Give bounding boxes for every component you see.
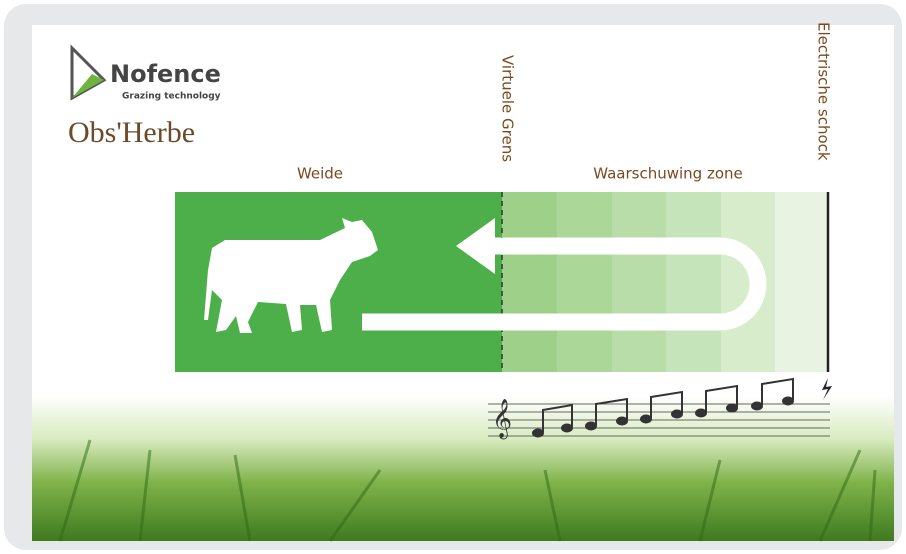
warning-band [502, 192, 557, 372]
shock-label: Electrische schock [815, 22, 833, 161]
pasture-label: Weide [297, 165, 343, 183]
grass [32, 395, 894, 541]
warning-band [666, 192, 721, 372]
clef: 𝄞 [492, 399, 512, 440]
warning-label: Waarschuwing zone [593, 165, 743, 183]
partner: Obs'Herbe [68, 116, 195, 149]
page: Nofence Grazing technology Obs'Herbe Wei… [0, 0, 906, 554]
tagline: Grazing technology [122, 92, 221, 102]
warning-band [721, 192, 775, 372]
warning-band [775, 192, 828, 372]
warning-band [557, 192, 612, 372]
warning-band [612, 192, 666, 372]
boundary-label: Virtuele Grens [499, 55, 517, 162]
brand: Nofence [110, 60, 221, 88]
slide: Nofence Grazing technology Obs'Herbe Wei… [0, 0, 906, 554]
